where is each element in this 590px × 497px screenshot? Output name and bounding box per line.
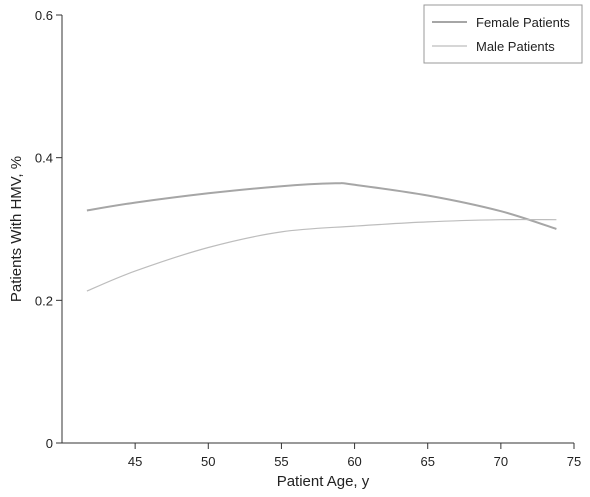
series-lines bbox=[86, 182, 557, 292]
line-female-patients bbox=[86, 182, 557, 230]
legend-label-female-patients: Female Patients bbox=[476, 15, 570, 30]
y-axis-title: Patients With HMV, % bbox=[8, 156, 25, 302]
x-tick-label: 50 bbox=[201, 454, 215, 469]
y-tick-label: 0.6 bbox=[35, 8, 53, 23]
y-tick-label: 0.2 bbox=[35, 293, 53, 308]
axes bbox=[61, 15, 574, 444]
x-tick-label: 60 bbox=[347, 454, 361, 469]
x-tick-label: 75 bbox=[567, 454, 581, 469]
legend-label-male-patients: Male Patients bbox=[476, 39, 555, 54]
x-tick-label: 70 bbox=[494, 454, 508, 469]
y-tick-label: 0 bbox=[46, 436, 53, 451]
x-tick-label: 65 bbox=[420, 454, 434, 469]
ticks: 45 50 55 60 65 70 75 0 0.2 0.4 0.6 bbox=[35, 8, 581, 469]
legend-box bbox=[423, 4, 583, 64]
x-tick-label: 55 bbox=[274, 454, 288, 469]
line-male-patients bbox=[86, 218, 557, 292]
y-tick-label: 0.4 bbox=[35, 151, 53, 166]
x-tick-label: 45 bbox=[128, 454, 142, 469]
legend: Female Patients Male Patients bbox=[423, 4, 583, 64]
x-axis-title: Patient Age, y bbox=[277, 473, 370, 490]
